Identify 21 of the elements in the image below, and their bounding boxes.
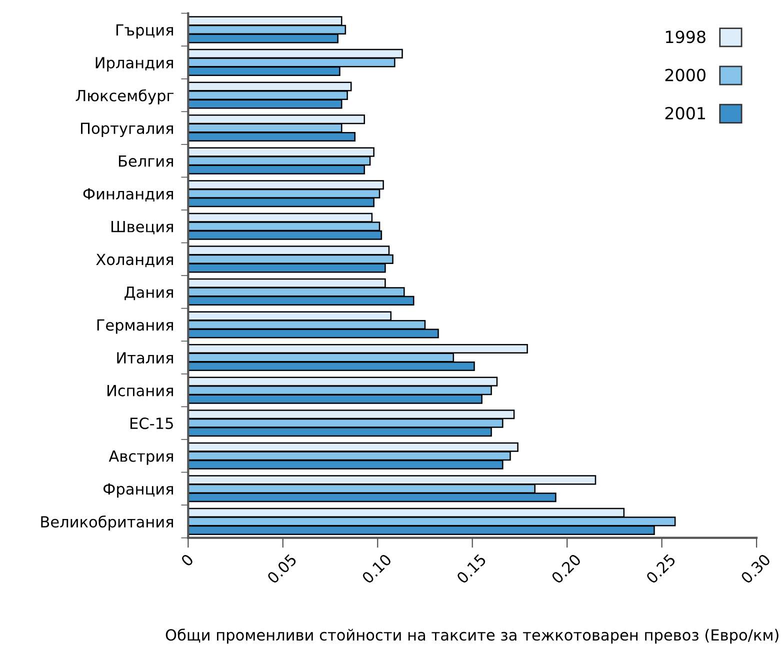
y-tick-label: ЕС-15 — [130, 418, 173, 430]
y-tick-label: Испания — [107, 384, 173, 396]
y-tick-label: Холандия — [96, 254, 173, 268]
x-axis-title: Общи променливи стойности на таксите за тежкотоварен превоз (Евро/км) — [166, 628, 778, 644]
y-tick-label: Германия — [97, 319, 173, 334]
legend-label: 1998 — [666, 30, 706, 44]
y-tick-label: Ирландия — [96, 57, 173, 72]
y-tick-label: Люксембург — [76, 89, 174, 104]
y-tick-label: Дания — [124, 286, 173, 300]
y-tick-label: Швеция — [112, 221, 173, 234]
y-tick-label: Италия — [117, 352, 173, 364]
y-tick-label: Австрия — [108, 450, 173, 465]
y-tick-label: Финландия — [83, 188, 173, 202]
x-tick-label: 0 — [180, 553, 194, 567]
legend-label: 2001 — [665, 106, 706, 120]
y-tick-label: Португалия — [81, 122, 173, 138]
legend-label: 2000 — [665, 68, 706, 82]
y-tick-label: Франция — [103, 483, 173, 498]
y-tick-label: Великобритания — [41, 516, 173, 531]
y-tick-label: Гърция — [116, 24, 173, 39]
y-tick-label: Белгия — [118, 155, 173, 167]
